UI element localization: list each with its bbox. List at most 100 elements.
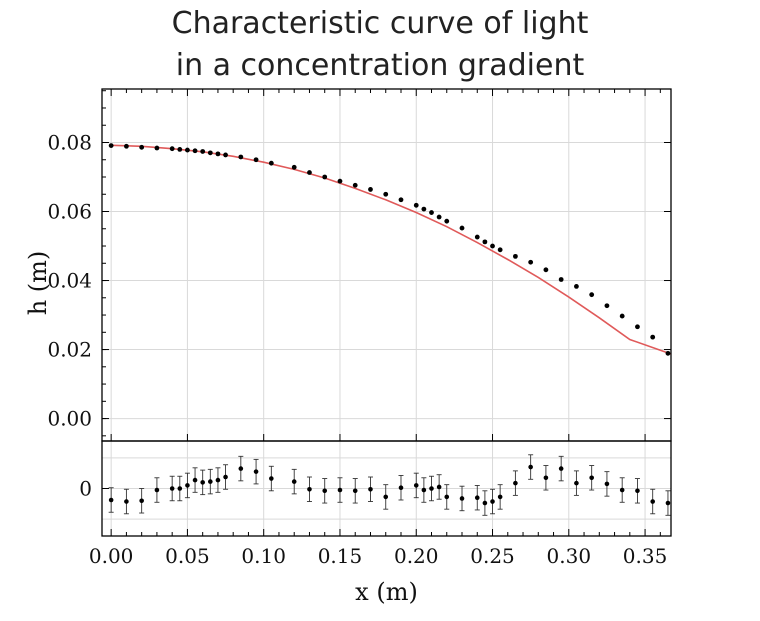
data-point [307,170,312,175]
residual-point [574,480,579,486]
data-point [238,154,244,160]
residual-point [208,479,213,484]
residual-point [307,486,312,492]
residual-point [383,494,389,500]
data-point [215,151,221,157]
residual-point [169,486,175,491]
data-point [368,187,373,192]
residual-point [604,481,610,487]
residual-point [459,496,465,501]
x-tick-label: 0.10 [241,544,286,568]
residual-point [124,499,129,504]
data-point [200,149,206,154]
data-point [352,182,358,188]
data-point [154,145,160,151]
residual-points [108,454,671,516]
data-point [383,191,389,197]
residual-y-tick-label: 0 [79,477,92,501]
residual-point [413,483,419,488]
x-tick-label: 0.20 [394,544,439,568]
residual-point [352,488,358,494]
residual-point [635,488,640,494]
data-point [490,243,495,249]
residual-point [108,497,114,503]
residual-point [474,495,480,500]
main-grid [102,89,671,441]
data-point [459,225,465,231]
data-point [177,146,183,152]
data-point [497,247,503,253]
data-point [169,146,175,152]
y-tick-label: 0.00 [47,407,92,431]
residual-point [177,486,183,491]
x-tick-label: 0.35 [623,544,668,568]
chart-title-line-2: in a concentration gradient [175,48,585,83]
data-point [421,206,427,212]
residual-point [238,466,244,471]
residual-point [444,494,450,500]
residual-point [665,500,671,506]
residual-point [139,498,144,504]
x-tick-label: 0.00 [89,544,134,568]
residual-point [154,487,160,493]
residual-point [436,484,442,490]
data-point [513,253,518,259]
x-tick-label: 0.15 [318,544,363,568]
residual-point [421,487,427,493]
data-point [223,152,228,158]
chart-title-line-1: Characteristic curve of light [171,6,589,41]
data-point [268,160,274,166]
data-point [444,218,450,224]
axis-tick-labels: 0.00 0.05 0.10 0.15 0.20 0.25 0.30 0.35 0.00 0.02… [47,130,667,568]
x-tick-label: 0.30 [547,544,592,568]
residual-point [398,485,404,491]
data-point [589,292,595,298]
data-point [436,214,442,220]
residual-point [558,466,564,471]
y-axis-label: h (m) [24,251,52,316]
data-point [185,147,190,153]
residual-point [589,475,594,481]
data-point [253,157,259,163]
residual-point [490,499,495,504]
data-point [413,202,419,208]
data-point [139,144,145,150]
residual-point [429,486,434,491]
data-point [398,197,404,203]
data-point [429,210,434,215]
residual-point [253,469,259,474]
residual-point [215,477,221,483]
residual-point [337,487,343,493]
residual-point [368,486,373,492]
data-point [124,143,129,149]
y-tick-label: 0.02 [47,338,92,362]
data-point [291,164,297,170]
y-tick-label: 0.06 [47,200,92,224]
x-tick-label: 0.05 [165,544,210,568]
data-point [337,178,343,184]
data-point [619,313,625,319]
data-point [635,324,640,330]
fit-curve [111,144,672,355]
data-point [558,277,564,282]
residual-point [528,464,533,470]
residual-point [497,494,503,500]
data-point [650,334,656,340]
x-axis-label: x (m) [355,578,418,606]
residual-point [482,500,488,506]
data-point [322,174,328,180]
residual-point [192,477,198,483]
residual-point [619,487,625,493]
residual-point [185,483,190,488]
x-tick-label: 0.25 [470,544,515,568]
data-point [574,283,579,289]
residual-point [322,488,328,494]
data-point [474,234,480,240]
main-points [108,143,671,356]
residual-point [200,480,205,485]
data-point [528,259,534,265]
data-point [543,267,549,273]
data-point [108,143,114,148]
